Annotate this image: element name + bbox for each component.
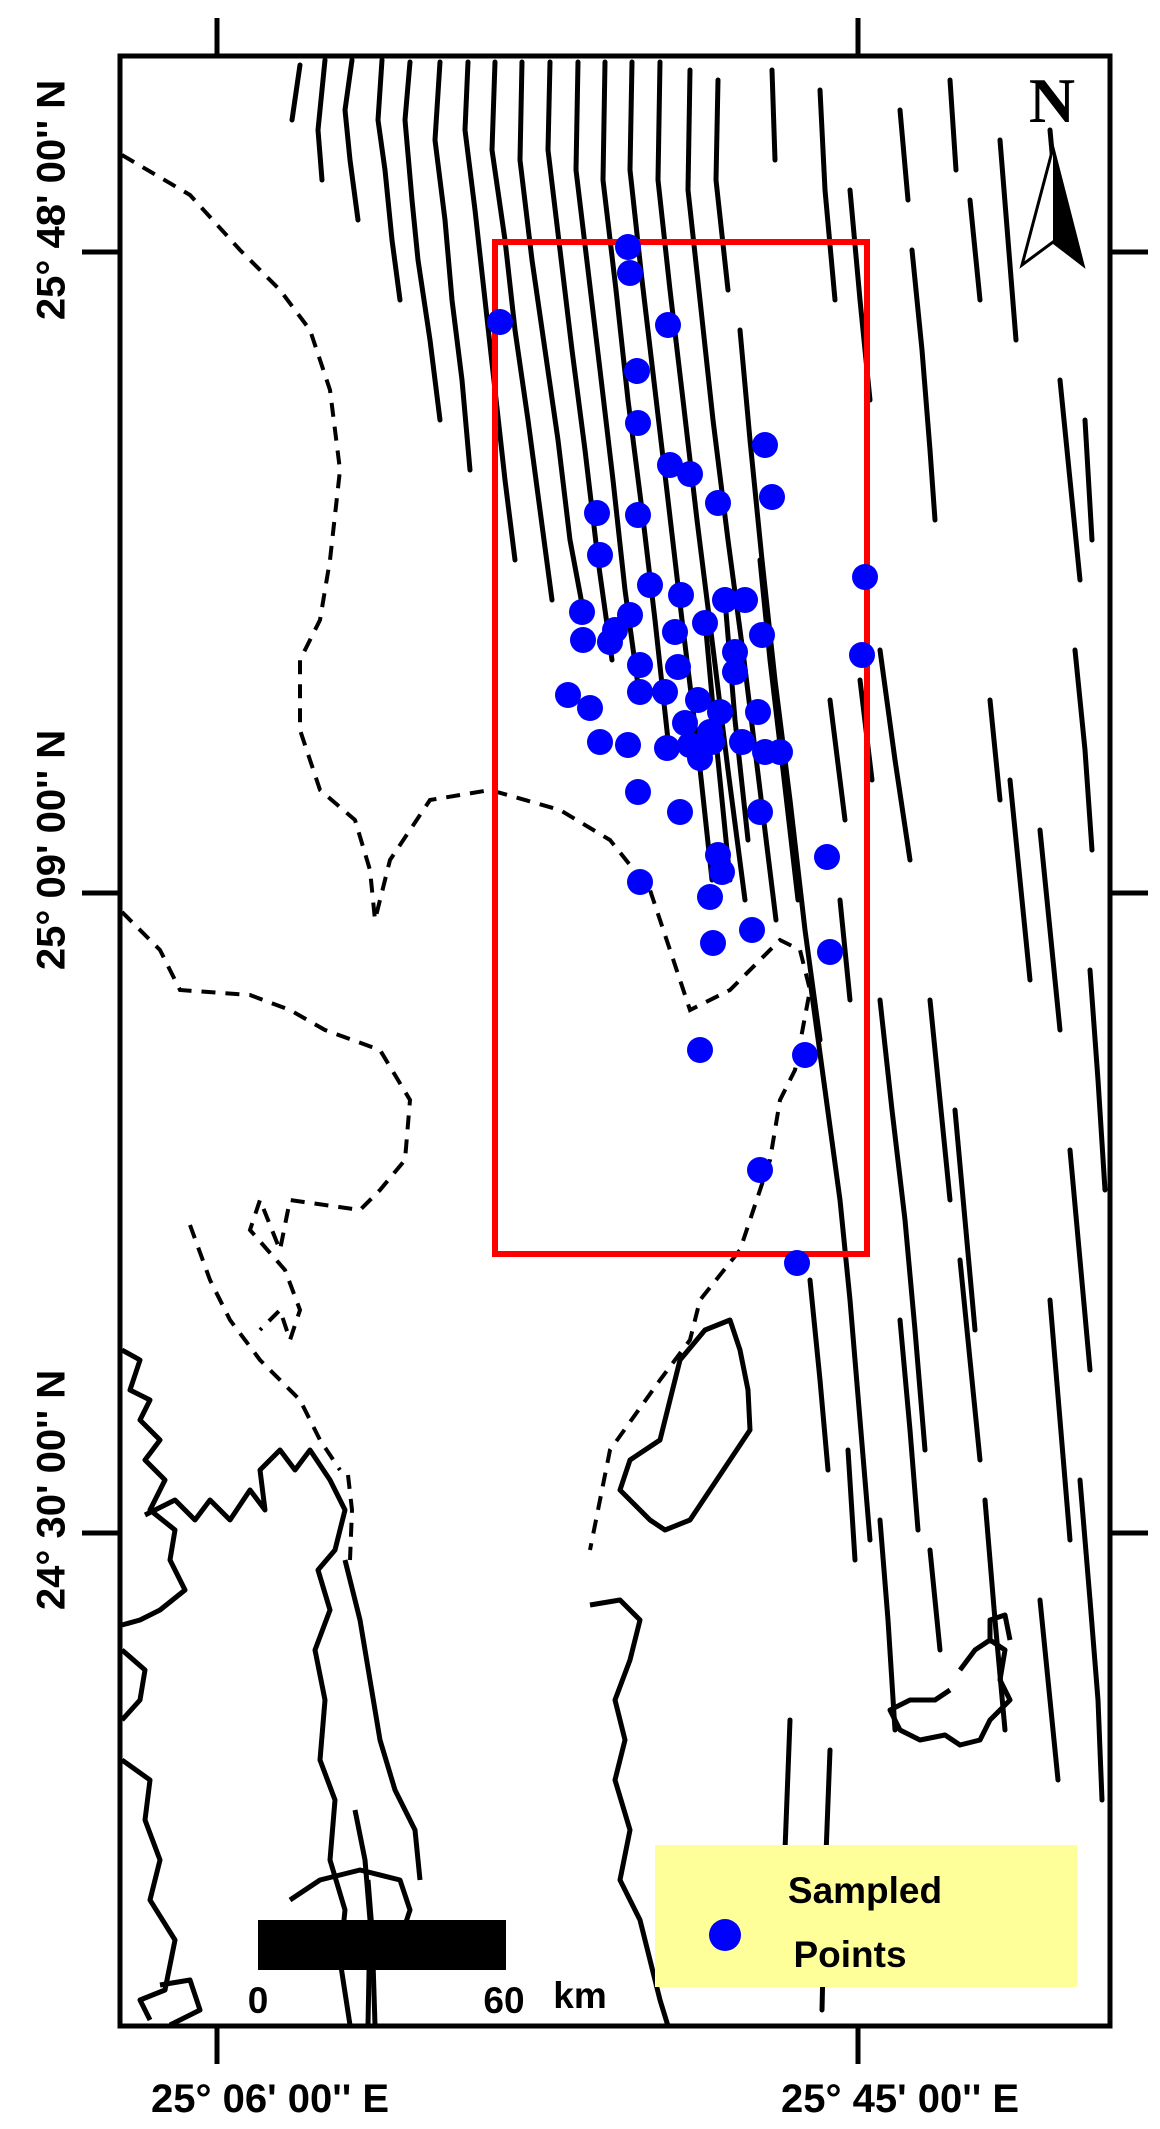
scale-bar: 0 60 km xyxy=(248,1920,607,2021)
longitude-label-1: 25° 06' 00'' E xyxy=(151,2077,389,2121)
legend-label-line2: Points xyxy=(793,1934,906,1975)
latitude-label-2: 25° 09' 00'' N xyxy=(30,730,74,970)
scale-bar-block xyxy=(258,1920,506,1970)
legend-box xyxy=(655,1845,1077,1987)
scale-bar-end-label: 60 xyxy=(483,1980,524,2021)
north-arrow: N xyxy=(1019,65,1086,269)
longitude-label-2: 25° 45' 00'' E xyxy=(781,2077,1019,2121)
north-arrow-label: N xyxy=(1029,65,1075,136)
sample-points xyxy=(487,234,878,1276)
latitude-label-3: 24° 30' 00'' N xyxy=(30,1370,74,1610)
legend-sample-marker xyxy=(709,1919,741,1951)
study-area-outline xyxy=(492,239,870,1257)
legend: Sampled Points xyxy=(655,1845,1077,1987)
dashed-boundaries xyxy=(120,153,813,1561)
map-frame xyxy=(117,53,1113,2029)
legend-label-line1: Sampled xyxy=(788,1870,942,1911)
frame-ticks xyxy=(82,18,1148,2064)
scale-bar-start-label: 0 xyxy=(248,1980,269,2021)
coastlines xyxy=(120,1317,1013,2028)
latitude-label-1: 25° 48' 00'' N xyxy=(30,80,74,320)
scale-bar-unit-label: km xyxy=(553,1975,606,2016)
